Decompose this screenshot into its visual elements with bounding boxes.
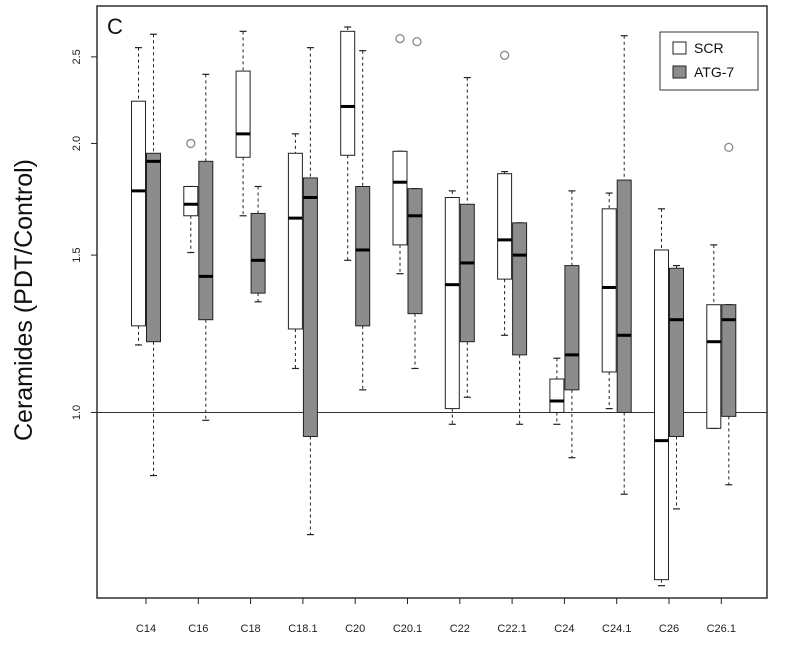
legend-label-atg7: ATG-7 <box>694 64 734 80</box>
box-atg7 <box>146 152 161 343</box>
outlier-point-scr <box>186 138 196 149</box>
plot-area: 1.0 1.5 2.0 2.5 C14 C16 C18 C18.1 C20 C20.1 C22 C22… <box>71 26 767 635</box>
outlier-point-scr <box>499 50 510 60</box>
box-scr <box>654 249 669 581</box>
outlier-point-atg7 <box>724 142 734 153</box>
legend-swatch-atg7 <box>672 65 687 79</box>
x-tick-label: C22 <box>450 623 470 635</box>
panel-label: C <box>107 14 123 39</box>
box-atg7 <box>669 267 684 437</box>
box-atg7 <box>512 222 528 356</box>
box-scr <box>444 197 460 410</box>
outlier-point-scr <box>412 36 422 47</box>
x-tick-label: C24.1 <box>602 623 631 635</box>
x-tick-label: C18 <box>241 623 261 635</box>
box-scr <box>549 378 565 413</box>
box-atg7 <box>355 186 371 327</box>
x-tick-label: C20.1 <box>393 623 422 635</box>
box-atg7 <box>721 304 737 417</box>
box-atg7 <box>198 160 214 321</box>
y-tick-label: 1.0 <box>71 405 83 420</box>
box-scr <box>131 100 146 327</box>
outlier-point-scr <box>395 34 405 44</box>
box-scr <box>183 186 199 217</box>
box-scr <box>392 150 408 246</box>
box-scr <box>601 208 617 373</box>
x-tick-label: C26.1 <box>707 623 736 635</box>
y-tick-label: 2.0 <box>71 136 83 151</box>
box-atg7 <box>250 212 266 294</box>
x-tick-label: C24 <box>554 623 574 635</box>
legend-swatch-scr <box>672 41 687 55</box>
legend: SCR ATG-7 <box>659 31 759 91</box>
box-atg7 <box>616 179 632 413</box>
box-scr <box>287 152 303 330</box>
box-atg7 <box>407 188 423 315</box>
box-scr <box>706 304 722 429</box>
x-tick-label: C20 <box>345 623 365 635</box>
y-tick-label: 2.5 <box>71 49 83 64</box>
y-tick-label: 1.5 <box>71 247 83 262</box>
box-atg7 <box>459 203 475 343</box>
box-scr <box>235 70 251 158</box>
box-atg7 <box>564 265 580 391</box>
plot-frame <box>96 5 768 599</box>
box-scr <box>497 173 513 280</box>
x-tick-label: C16 <box>188 623 208 635</box>
box-scr <box>340 30 356 156</box>
box-atg7 <box>302 177 318 437</box>
legend-label-scr: SCR <box>694 40 724 56</box>
x-tick-label: C18.1 <box>288 623 317 635</box>
x-tick-label: C14 <box>136 623 156 635</box>
x-tick-label: C22.1 <box>497 623 526 635</box>
x-tick-label: C26 <box>659 623 679 635</box>
y-axis-label: Ceramides (PDT/Control) <box>10 159 38 441</box>
